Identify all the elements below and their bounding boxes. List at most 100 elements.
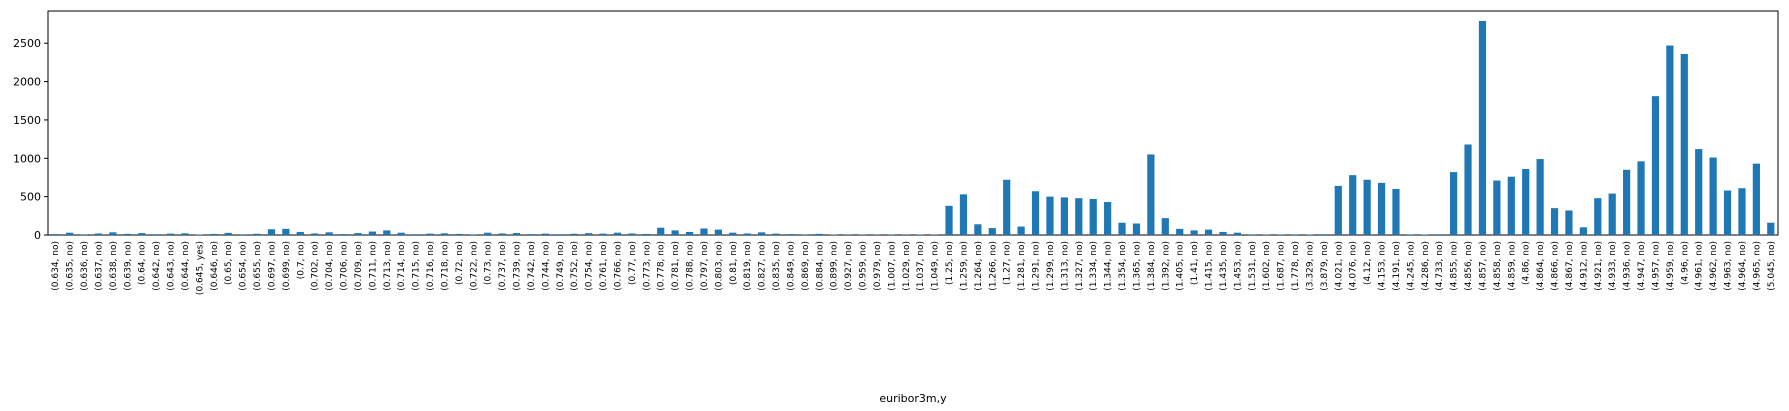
- x-tick-label: (0.706, no): [340, 241, 350, 291]
- bar: [1522, 169, 1530, 235]
- bar: [988, 228, 996, 235]
- x-tick-label: (4.96, no): [1680, 241, 1690, 285]
- bar: [1565, 210, 1573, 235]
- bar: [743, 233, 751, 235]
- x-tick-label: (4.856, no): [1464, 241, 1474, 291]
- x-tick-label: (0.716, no): [426, 241, 436, 291]
- x-tick-label: (4.947, no): [1637, 241, 1647, 291]
- x-tick-label: (1.687, no): [1277, 241, 1287, 291]
- x-tick-label: (4.855, no): [1450, 241, 1460, 291]
- bar: [628, 233, 636, 235]
- bar: [94, 233, 103, 235]
- x-tick-label: (0.643, no): [167, 241, 177, 291]
- x-tick-label: (0.7, no): [296, 241, 306, 279]
- x-tick-label: (1.453, no): [1233, 241, 1243, 291]
- x-tick-label: (1.029, no): [902, 241, 912, 291]
- x-tick-label: (0.635, no): [66, 241, 76, 291]
- bar: [1637, 161, 1645, 235]
- bar: [66, 232, 74, 235]
- bar: [469, 234, 477, 235]
- bar: [541, 233, 549, 235]
- x-tick-label: (4.959, no): [1666, 241, 1676, 291]
- bar: [1147, 154, 1155, 235]
- bar: [1450, 172, 1458, 235]
- x-tick-label: (1.259, no): [959, 241, 969, 291]
- bar: [1363, 179, 1371, 235]
- bar: [1507, 176, 1515, 235]
- x-tick-label: (0.749, no): [556, 241, 566, 291]
- x-tick-label: (0.77, no): [628, 241, 638, 285]
- bar: [570, 233, 578, 235]
- x-tick-label: (0.702, no): [311, 241, 321, 291]
- x-tick-label: (4.964, no): [1738, 241, 1748, 291]
- bar: [166, 233, 175, 235]
- bar: [397, 232, 405, 235]
- bar: [1320, 234, 1328, 235]
- x-tick-label: (4.864, no): [1536, 241, 1546, 291]
- bar: [786, 234, 795, 235]
- bar: [1190, 230, 1198, 235]
- x-tick-label: (1.27, no): [1003, 241, 1013, 285]
- bar: [123, 233, 131, 235]
- bar: [1377, 182, 1386, 235]
- bar: [1003, 179, 1011, 235]
- x-tick-label: (4.12, no): [1363, 241, 1373, 285]
- x-tick-label: (0.959, no): [859, 241, 869, 291]
- bar: [945, 205, 953, 235]
- x-tick-label: (0.737, no): [498, 241, 508, 291]
- bar: [556, 234, 564, 235]
- bar: [412, 234, 420, 235]
- x-tick-label: (0.884, no): [815, 241, 825, 291]
- x-tick-label: (4.921, no): [1594, 241, 1604, 291]
- x-tick-label: (0.697, no): [267, 241, 277, 291]
- x-tick-label: (4.957, no): [1651, 241, 1661, 291]
- bar: [1723, 190, 1732, 235]
- x-tick-label: (1.344, no): [1104, 241, 1114, 291]
- x-tick-label: (0.766, no): [613, 241, 623, 291]
- bar: [1031, 191, 1040, 235]
- bar: [296, 231, 304, 235]
- x-tick-label: (0.709, no): [354, 241, 364, 291]
- bar: [498, 233, 506, 235]
- x-tick-label: (4.965, no): [1752, 241, 1762, 291]
- x-tick-label: (4.859, no): [1507, 241, 1517, 291]
- x-tick-label: (1.334, no): [1089, 241, 1099, 291]
- x-tick-label: (1.365, no): [1132, 241, 1142, 291]
- bar: [239, 234, 247, 235]
- bar: [585, 233, 593, 235]
- x-tick-label: (0.827, no): [758, 241, 768, 291]
- x-tick-label: (0.797, no): [700, 241, 710, 291]
- bar: [1161, 218, 1169, 235]
- x-tick-label: (4.191, no): [1392, 241, 1402, 291]
- x-tick-label: (1.405, no): [1176, 241, 1186, 291]
- x-tick-label: (1.313, no): [1060, 241, 1070, 291]
- bar: [224, 232, 232, 235]
- bar: [1176, 228, 1184, 235]
- bar: [383, 230, 391, 235]
- x-tick-label: (4.963, no): [1724, 241, 1734, 291]
- x-tick-label: (0.849, no): [786, 241, 796, 291]
- x-tick-label: (0.979, no): [873, 241, 883, 291]
- x-tick-label: (0.714, no): [397, 241, 407, 291]
- x-tick-label: (3.879, no): [1320, 241, 1330, 291]
- x-tick-label: (0.646, no): [210, 241, 220, 291]
- x-tick-label: (0.644, no): [181, 241, 191, 291]
- bar: [671, 230, 679, 235]
- x-tick-label: (1.415, no): [1205, 241, 1215, 291]
- x-tick-label: (0.803, no): [714, 241, 724, 291]
- x-tick-label: (0.81, no): [729, 241, 739, 285]
- bar: [700, 228, 708, 235]
- bar: [1435, 234, 1443, 235]
- bar: [1204, 229, 1213, 235]
- x-tick-label: (1.291, no): [1032, 241, 1042, 291]
- x-tick-label: (0.634, no): [51, 241, 61, 291]
- x-tick-label: (0.718, no): [440, 241, 450, 291]
- x-tick-label: (0.72, no): [455, 241, 465, 285]
- x-tick-label: (1.392, no): [1161, 241, 1171, 291]
- bar: [484, 232, 492, 235]
- bar: [80, 234, 88, 235]
- x-tick-label: (5.045, no): [1767, 241, 1777, 291]
- bar: [685, 231, 694, 235]
- x-tick-label: (1.602, no): [1262, 241, 1272, 291]
